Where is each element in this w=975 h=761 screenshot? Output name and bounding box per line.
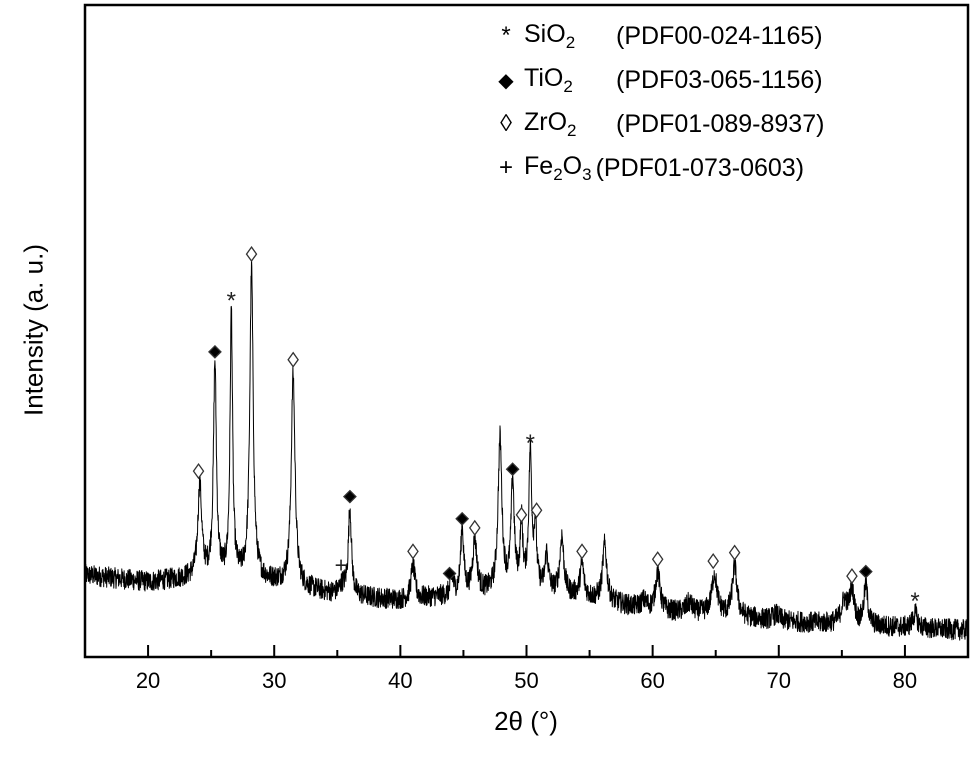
x-tick-label: 50 (514, 668, 539, 693)
legend-formula: SiO2 (524, 19, 576, 52)
plus-icon: + (498, 154, 513, 181)
legend-formula: Fe2O3 (524, 151, 592, 184)
open-diamond-icon (245, 245, 258, 263)
x-tick-label: 60 (640, 668, 665, 693)
legend: * SiO2 (PDF00-024-1165) ◆ TiO2 (PDF03-06… (488, 14, 928, 190)
open-diamond-icon (468, 519, 481, 537)
asterisk-icon: * (227, 287, 236, 314)
open-diamond-icon (846, 568, 858, 585)
peak-markers: * + * * (192, 245, 920, 615)
x-axis-ticks (147, 645, 906, 657)
x-tick-label: 20 (135, 668, 161, 693)
open-diamond-icon (728, 544, 741, 561)
plus-icon: + (335, 553, 348, 578)
legend-pdf-ref: (PDF03-065-1156) (616, 65, 823, 94)
legend-formula: ZrO2 (524, 107, 577, 140)
asterisk-icon: * (526, 430, 535, 457)
x-tick-label: 30 (261, 668, 287, 693)
x-tick-label: 40 (388, 668, 413, 693)
x-axis-label: 2θ (°) (494, 706, 558, 736)
open-diamond-icon: ◊ (500, 110, 512, 137)
open-diamond-icon (192, 463, 205, 480)
open-diamond-icon (287, 351, 299, 368)
filled-diamond-icon (442, 566, 457, 581)
legend-item-zro2: ◊ ZrO2 (PDF01-089-8937) (488, 102, 928, 146)
open-diamond-icon (515, 506, 528, 523)
asterisk-icon: * (910, 588, 919, 615)
open-diamond-icon (707, 553, 719, 570)
open-diamond-icon (530, 502, 543, 519)
legend-item-tio2: ◆ TiO2 (PDF03-065-1156) (488, 58, 928, 102)
open-diamond-icon (651, 551, 664, 568)
filled-diamond-icon: ◆ (498, 69, 514, 92)
filled-diamond-icon (342, 489, 357, 504)
legend-item-sio2: * SiO2 (PDF00-024-1165) (488, 14, 928, 58)
x-tick-label: 70 (766, 668, 792, 693)
asterisk-icon: * (501, 22, 511, 49)
x-tick-label: 80 (892, 668, 918, 693)
legend-pdf-ref: (PDF01-089-8937) (616, 109, 825, 138)
y-axis-label: Intensity (a. u.) (18, 244, 49, 416)
legend-item-fe2o3: + Fe2O3 (PDF01-073-0603) (488, 146, 928, 190)
filled-diamond-icon (208, 344, 222, 359)
legend-pdf-ref: (PDF00-024-1165) (616, 21, 823, 50)
filled-diamond-icon (455, 511, 470, 526)
legend-formula: TiO2 (524, 63, 573, 96)
open-diamond-icon (407, 543, 419, 560)
filled-diamond-icon (505, 462, 520, 477)
legend-pdf-ref: (PDF01-073-0603) (595, 153, 805, 182)
filled-diamond-icon (858, 564, 873, 579)
open-diamond-icon (576, 543, 588, 560)
xrd-pattern-line (84, 258, 969, 641)
